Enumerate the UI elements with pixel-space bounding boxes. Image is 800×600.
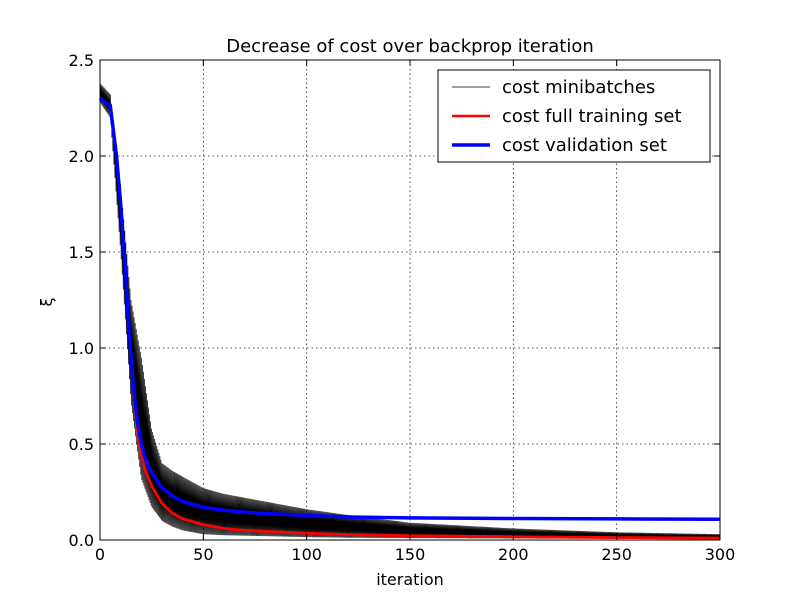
legend-label-minibatches: cost minibatches — [502, 77, 655, 98]
y-axis: 0.0 0.5 1.0 1.5 2.0 2.5 — [69, 51, 720, 550]
x-tick-label: 150 — [395, 545, 426, 564]
y-tick-label: 0.5 — [69, 435, 94, 454]
y-tick-label: 0.0 — [69, 531, 94, 550]
x-axis-label: iteration — [376, 570, 444, 589]
y-tick-label: 1.5 — [69, 243, 94, 262]
y-tick-label: 2.5 — [69, 51, 94, 70]
legend-label-validation: cost validation set — [502, 135, 667, 156]
x-tick-label: 0 — [95, 545, 105, 564]
series-line-validation — [98, 96, 721, 522]
grid — [100, 60, 720, 540]
series-line-minibatches — [99, 83, 721, 540]
series-layer — [98, 83, 721, 540]
x-tick-label: 50 — [193, 545, 213, 564]
legend-label-training: cost full training set — [502, 106, 682, 127]
legend: cost minibatches cost full training set … — [437, 69, 711, 163]
x-axis: 0 50 100 150 200 250 300 — [95, 60, 735, 564]
x-tick-label: 100 — [291, 545, 322, 564]
x-tick-label: 200 — [498, 545, 529, 564]
chart-title: Decrease of cost over backprop iteration — [226, 36, 594, 57]
x-tick-label: 300 — [705, 545, 736, 564]
y-tick-label: 1.0 — [69, 339, 94, 358]
y-axis-label: ξ — [37, 297, 56, 306]
x-tick-label: 250 — [601, 545, 632, 564]
y-tick-label: 2.0 — [69, 147, 94, 166]
